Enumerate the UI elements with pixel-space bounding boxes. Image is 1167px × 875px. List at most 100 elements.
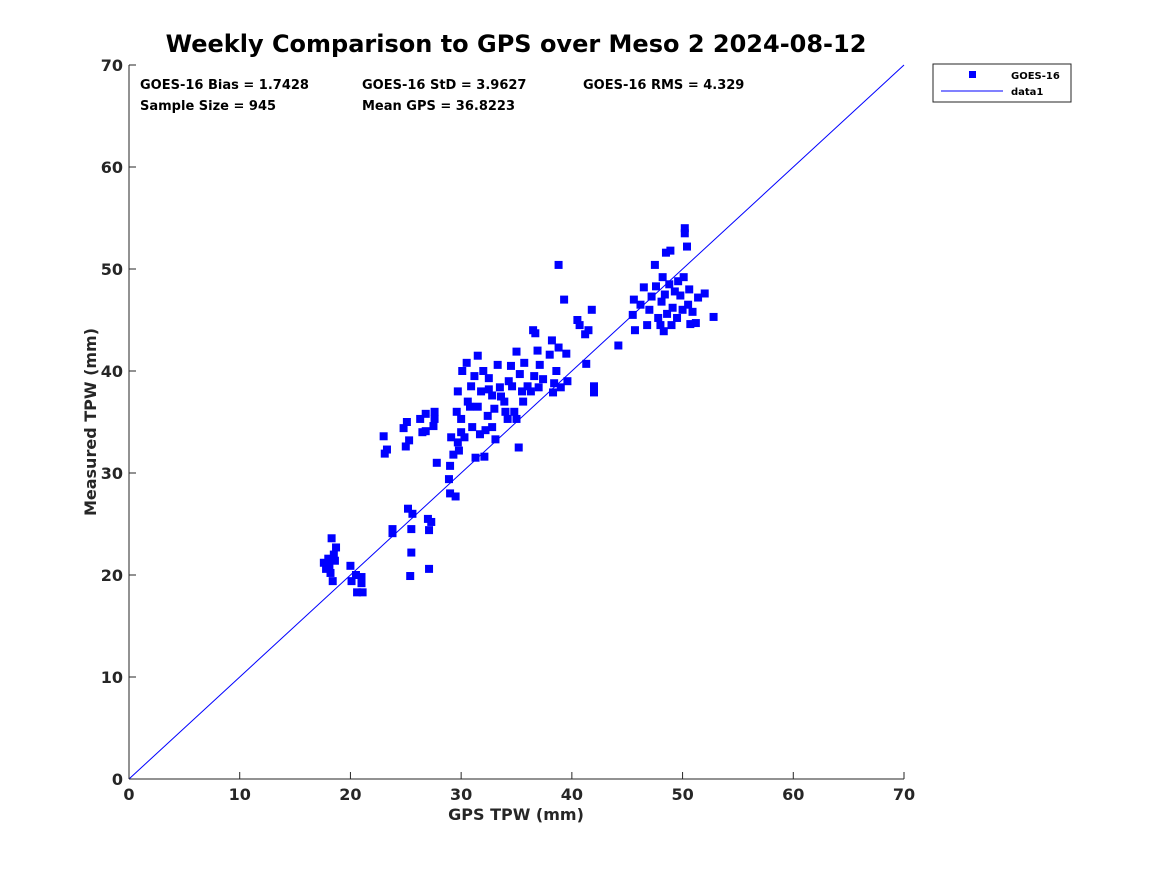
data-point — [332, 543, 341, 552]
data-point — [451, 492, 460, 501]
data-point — [575, 321, 584, 330]
legend-marker-goes16 — [969, 71, 976, 78]
data-point — [351, 571, 360, 579]
y-tick-label: 70 — [101, 56, 123, 75]
data-point — [666, 246, 675, 255]
data-point — [425, 526, 434, 535]
data-point — [449, 450, 458, 459]
data-point — [694, 293, 703, 302]
legend-box — [932, 63, 1072, 103]
data-point — [379, 432, 388, 441]
data-point — [416, 414, 425, 423]
data-point — [446, 489, 455, 498]
data-marks — [128, 64, 905, 780]
data-point — [457, 414, 466, 423]
data-point — [327, 534, 336, 543]
data-point — [466, 402, 474, 411]
data-point — [432, 458, 441, 467]
data-point — [512, 347, 521, 356]
data-point — [678, 305, 687, 314]
y-tick-label: 10 — [101, 668, 123, 687]
data-point — [645, 305, 654, 314]
data-point — [686, 320, 695, 329]
data-point — [614, 341, 623, 350]
data-point — [421, 409, 430, 418]
stat-sample-size: Sample Size = 945 — [140, 99, 276, 114]
y-tick-label: 20 — [101, 566, 123, 585]
data-point — [658, 273, 667, 282]
data-point — [477, 387, 486, 396]
data-point — [421, 427, 430, 436]
data-point — [388, 525, 397, 534]
data-point — [667, 321, 676, 330]
data-point — [539, 375, 548, 384]
data-point — [629, 295, 638, 304]
data-point — [519, 397, 528, 406]
data-point — [515, 370, 524, 379]
data-point — [670, 287, 679, 296]
data-point — [674, 277, 683, 286]
y-axis-label: Measured TPW (mm) — [81, 328, 100, 516]
data-point — [676, 291, 685, 300]
legend: GOES-16 data1 — [932, 63, 1072, 103]
data-point — [685, 285, 694, 294]
data-point — [429, 422, 438, 431]
data-point — [380, 449, 389, 458]
data-point — [700, 289, 709, 298]
data-point — [460, 433, 469, 442]
data-point — [587, 305, 596, 314]
y-tick-label: 40 — [101, 362, 123, 381]
data-point — [665, 280, 674, 289]
data-point — [636, 300, 645, 309]
data-point — [510, 407, 519, 416]
data-point — [688, 307, 697, 316]
data-point — [447, 433, 456, 442]
stat-bias: GOES-16 Bias = 1.7428 — [140, 78, 309, 93]
data-point — [552, 367, 561, 375]
data-point — [408, 509, 417, 518]
stat-mean-gps: Mean GPS = 36.8223 — [362, 99, 515, 114]
data-point — [402, 418, 411, 426]
data-point — [483, 411, 492, 420]
x-tick-label: 20 — [339, 785, 361, 804]
data-point — [547, 336, 556, 345]
data-point — [470, 372, 479, 381]
data-point — [347, 577, 356, 586]
x-tick-label: 0 — [123, 785, 134, 804]
data-point — [468, 423, 477, 432]
data-point — [490, 404, 499, 413]
data-point — [656, 321, 665, 330]
data-point — [531, 329, 540, 338]
data-point — [545, 350, 554, 359]
data-point — [473, 351, 482, 360]
data-point — [691, 319, 700, 328]
data-point — [484, 374, 493, 383]
chart-title: Weekly Comparison to GPS over Meso 2 202… — [166, 30, 867, 58]
data-point — [530, 372, 539, 381]
data-point — [647, 292, 656, 301]
data-point — [406, 572, 415, 581]
data-point — [584, 326, 593, 335]
data-point — [526, 387, 535, 396]
data-point — [506, 361, 515, 370]
data-point — [324, 554, 333, 563]
data-point — [453, 387, 462, 396]
x-tick-label: 70 — [893, 785, 915, 804]
data-point — [535, 360, 544, 369]
data-point — [668, 303, 677, 312]
x-axis-label: GPS TPW (mm) — [448, 805, 584, 824]
data-point — [520, 358, 529, 367]
data-point — [473, 402, 482, 411]
data-point — [504, 377, 513, 386]
data-point — [503, 414, 512, 423]
data-point — [427, 517, 436, 526]
x-tick-label: 50 — [671, 785, 693, 804]
data-point — [501, 407, 510, 416]
data-point — [326, 568, 335, 577]
data-point — [329, 550, 338, 559]
data-point — [680, 229, 689, 238]
data-point — [330, 556, 339, 565]
y-tick-label: 0 — [112, 770, 123, 789]
data-point — [590, 388, 598, 397]
data-point — [407, 525, 416, 534]
